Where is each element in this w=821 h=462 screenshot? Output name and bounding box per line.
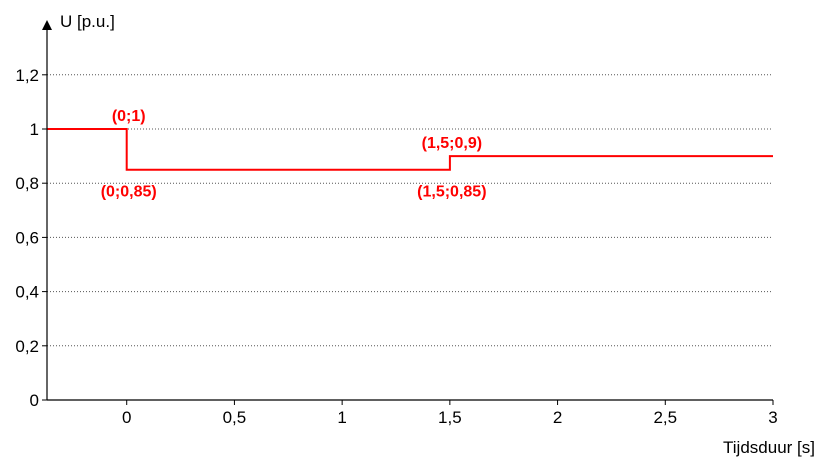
y-tick-label: 0,2 — [15, 337, 39, 356]
axes — [42, 20, 773, 401]
x-tick-label: 1 — [337, 408, 346, 427]
y-tick-label: 1,2 — [15, 66, 39, 85]
series-line — [47, 128, 773, 171]
tick-labels: 0 0,2 0,4 0,6 0,8 1 1,2 0 0,5 1 1,5 2 2,5 3 — [15, 66, 777, 427]
y-tick-label: 1 — [30, 120, 39, 139]
x-axis-label: Tijdsduur [s] — [723, 438, 815, 457]
x-tick-label: 0 — [122, 408, 131, 427]
point-annotation: (0;0,85) — [101, 184, 157, 201]
y-axis-arrow-icon — [42, 20, 52, 30]
grid-lines — [47, 74, 773, 347]
y-axis-label: U [p.u.] — [60, 12, 115, 31]
x-tick-label: 1,5 — [438, 408, 462, 427]
y-tick-label: 0,6 — [15, 228, 39, 247]
point-annotation: (1,5;0,9) — [422, 135, 482, 152]
point-annotation: (1,5;0,85) — [417, 184, 486, 201]
annotations: (0;1) (0;0,85) (1,5;0,9) (1,5;0,85) — [101, 108, 487, 201]
x-tick-label: 2,5 — [653, 408, 677, 427]
y-tick-label: 0 — [30, 391, 39, 410]
x-tick-label: 0,5 — [223, 408, 247, 427]
y-tick-label: 0,8 — [15, 174, 39, 193]
point-annotation: (0;1) — [112, 108, 146, 125]
series-layer — [47, 128, 773, 171]
x-tick-label: 3 — [768, 408, 777, 427]
y-tick-label: 0,4 — [15, 283, 39, 302]
x-tick-label: 2 — [553, 408, 562, 427]
